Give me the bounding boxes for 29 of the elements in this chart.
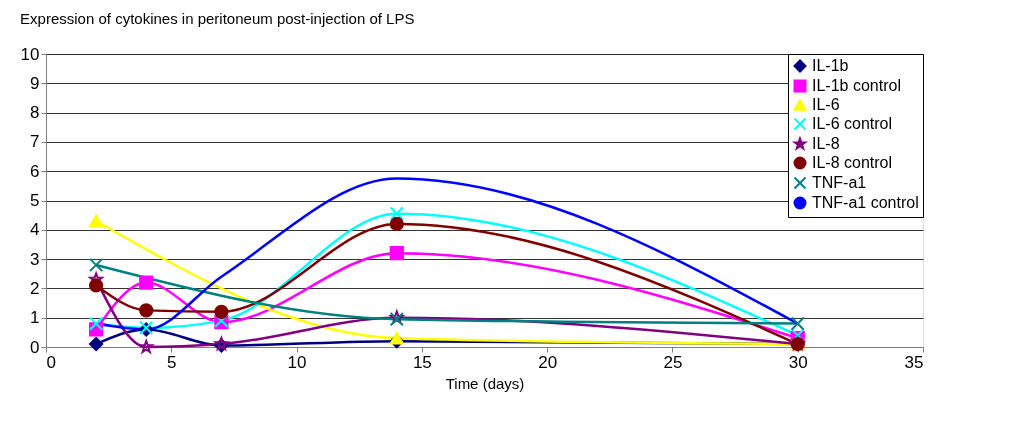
y-tick-label: 2 (30, 278, 40, 298)
y-tick-label: 3 (30, 249, 40, 269)
x-tick-label: 5 (167, 352, 177, 372)
y-tick-label: 6 (30, 161, 40, 181)
legend-label: IL-1b control (812, 77, 901, 94)
x-tick-label: 30 (788, 352, 808, 372)
x-tick-label: 15 (412, 352, 432, 372)
legend-label: IL-6 control (812, 115, 893, 132)
legend-label: IL-8 control (812, 154, 893, 171)
legend-label: TNF-a1 (812, 174, 867, 191)
y-tick-label: 4 (30, 220, 40, 240)
x-tick-label: 35 (904, 352, 924, 372)
y-tick-label: 7 (30, 132, 40, 152)
legend-label: IL-1b (812, 57, 849, 74)
y-tick-label: 5 (30, 191, 40, 210)
x-tick-label: 0 (46, 352, 56, 372)
x-tick-label: 25 (663, 352, 683, 372)
y-tick-label: 8 (30, 103, 40, 123)
legend-label: TNF-a1 control (812, 194, 919, 211)
legend-label: IL-8 (812, 135, 840, 152)
y-tick-label: 0 (30, 337, 40, 357)
chart-title: Expression of cytokines in peritoneum post-injection of LPS (20, 10, 415, 27)
y-tick-label: 1 (30, 308, 40, 328)
x-axis-title: Time (days) (445, 374, 525, 392)
legend-label: IL-6 (812, 96, 840, 113)
x-tick-label: 10 (287, 352, 307, 372)
y-tick-label: 10 (20, 44, 40, 64)
y-tick-label: 9 (30, 73, 40, 93)
x-tick-label: 20 (538, 352, 558, 372)
